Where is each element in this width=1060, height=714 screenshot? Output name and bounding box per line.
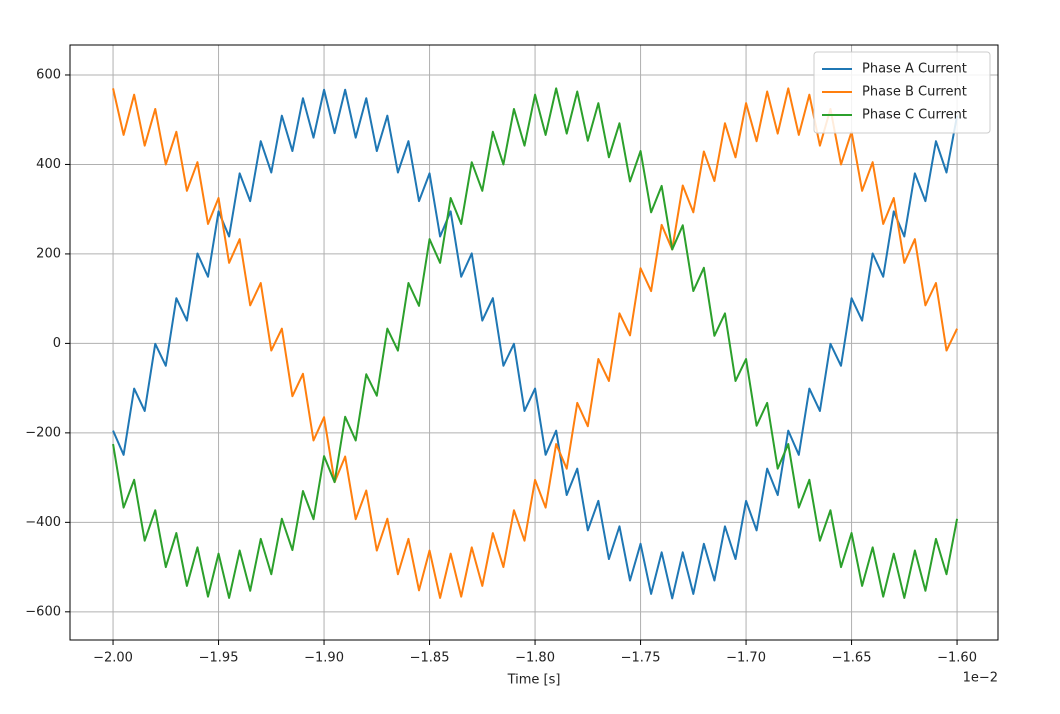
y-tick-label: 600 — [36, 67, 61, 82]
y-tick-label: 200 — [36, 246, 61, 261]
legend-label: Phase A Current — [862, 62, 967, 77]
x-tick-label: −2.00 — [93, 651, 133, 666]
x-tick-label: −1.60 — [937, 651, 977, 666]
y-tick-label: −600 — [25, 604, 61, 619]
x-tick-label: −1.95 — [199, 651, 239, 666]
x-axis-label: Time [s] — [507, 673, 561, 688]
x-tick-label: −1.90 — [304, 651, 344, 666]
legend-label: Phase B Current — [862, 85, 967, 100]
y-tick-label: −200 — [25, 425, 61, 440]
y-tick-label: 0 — [53, 336, 61, 351]
x-tick-label: −1.75 — [621, 651, 661, 666]
legend: Phase A Current Phase B Current Phase C Cu… — [813, 51, 991, 134]
x-offset-label: 1e−2 — [963, 671, 998, 686]
legend-box — [813, 51, 991, 134]
plot-frame — [69, 44, 999, 641]
series-line — [112, 87, 959, 599]
x-tick-label: −1.65 — [832, 651, 872, 666]
x-tick-label: −1.70 — [726, 651, 766, 666]
y-tick-label: 400 — [36, 157, 61, 172]
series-line — [112, 88, 959, 600]
x-tick-label: −1.85 — [410, 651, 450, 666]
legend-label: Phase C Current — [862, 108, 967, 123]
y-tick-label: −400 — [25, 515, 61, 530]
x-tick-label: −1.80 — [515, 651, 555, 666]
